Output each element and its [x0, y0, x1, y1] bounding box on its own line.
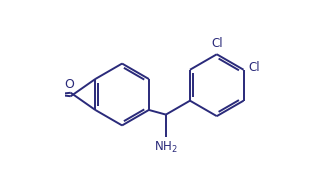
Text: Cl: Cl [211, 37, 223, 50]
Text: Cl: Cl [249, 61, 260, 74]
Text: O: O [64, 78, 74, 91]
Text: NH$_2$: NH$_2$ [154, 140, 178, 155]
